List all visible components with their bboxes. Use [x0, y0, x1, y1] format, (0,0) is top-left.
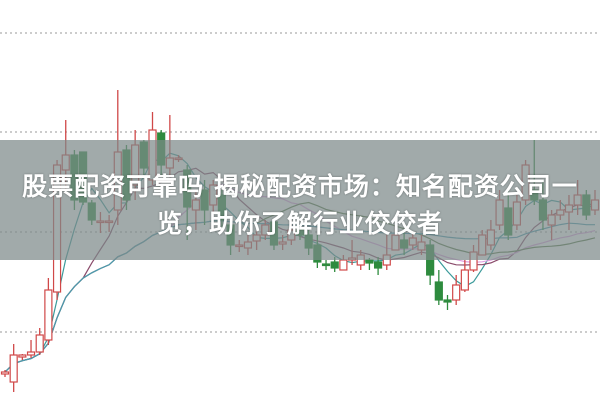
candle-body: [26, 351, 36, 356]
candle-body: [339, 259, 348, 271]
candle-body: [365, 259, 374, 264]
headline-line-2: 览，助你了解行业佼佼者: [156, 209, 443, 238]
candle-body: [35, 334, 44, 353]
candle-body: [0, 371, 10, 375]
candle-body: [443, 299, 452, 303]
candle-body: [373, 261, 383, 269]
candle-body: [321, 263, 331, 267]
headline-line-1: 股票配资可靠吗 揭秘配资市场：知名配资公司一: [22, 172, 578, 201]
candle-body: [330, 261, 339, 269]
candle-body: [434, 281, 443, 301]
candle-body: [460, 269, 469, 291]
title-banner: [0, 140, 600, 260]
candle-body: [452, 284, 461, 301]
candle-body: [9, 354, 18, 383]
candle-body: [18, 354, 27, 358]
candle-body: [44, 289, 53, 341]
